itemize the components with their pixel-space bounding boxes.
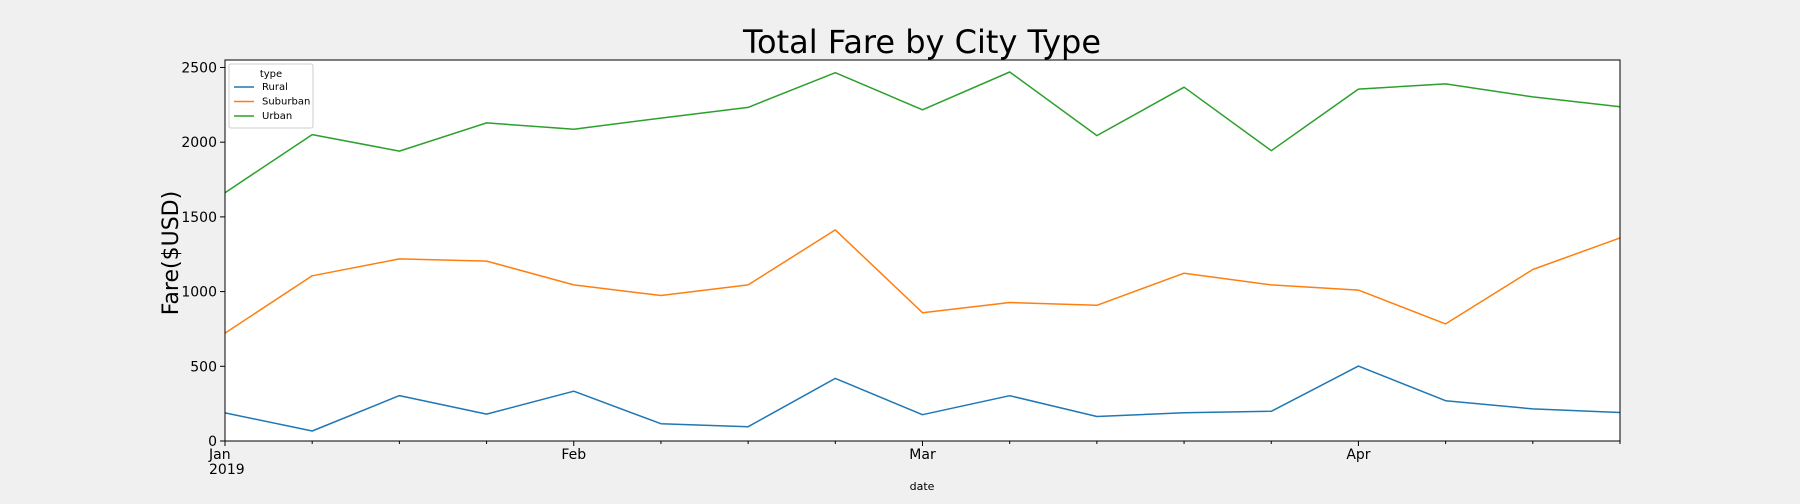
y-tick-label: 2000 <box>181 135 217 151</box>
x-tick-label: Jan <box>208 447 231 463</box>
x-tick-label: Feb <box>561 447 586 463</box>
x-tick-sublabel: 2019 <box>209 462 245 478</box>
series-group <box>224 71 1621 432</box>
legend-label-rural: Rural <box>262 82 288 93</box>
y-tick-label: 0 <box>208 434 217 450</box>
chart-title: Total Fare by City Type <box>742 23 1101 61</box>
legend-title: type <box>260 69 282 80</box>
legend-label-urban: Urban <box>262 111 292 122</box>
y-axis-label: Fare($USD) <box>159 191 184 315</box>
y-tick-label: 2500 <box>181 60 217 76</box>
plot-area <box>225 60 1620 441</box>
series-line-urban <box>224 71 1621 194</box>
x-tick-label: Mar <box>909 447 936 463</box>
x-axis-label: date <box>910 480 935 493</box>
series-line-rural <box>224 365 1621 432</box>
y-tick-label: 500 <box>190 359 217 375</box>
legend-box <box>228 63 314 129</box>
y-tick-label: 1000 <box>181 285 217 301</box>
series-line-suburban <box>224 229 1621 334</box>
y-tick-label: 1500 <box>181 210 217 226</box>
x-tick-label: Apr <box>1346 447 1370 463</box>
legend-label-suburban: Suburban <box>262 97 310 108</box>
y-axis: 0 500 1000 1500 2000 2500 <box>181 60 225 450</box>
legend: type Rural Suburban Urban <box>228 63 314 129</box>
